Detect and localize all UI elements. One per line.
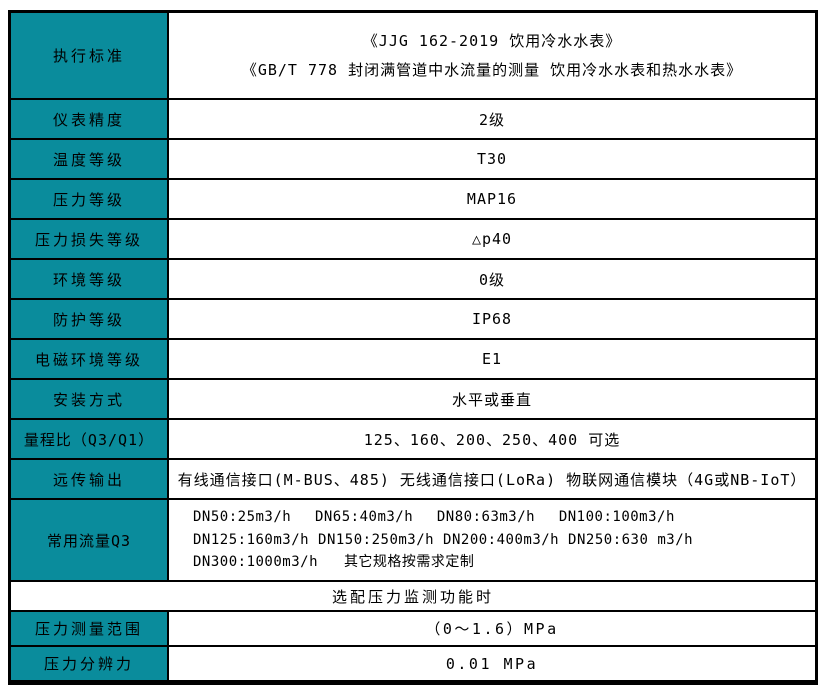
row-common-flow-q3: 常用流量Q3 DN50:25m3/h DN65:40m3/h DN80:63m3… xyxy=(11,498,815,580)
standard-line-1: 《JJG 162-2019 饮用冷水水表》 xyxy=(362,32,622,50)
flow-line-1: DN50:25m3/h DN65:40m3/h DN80:63m3/h DN10… xyxy=(193,506,675,528)
value-pressure-resolution: 0.01 MPa xyxy=(445,654,539,673)
flow-dn150: DN150:250m3/h xyxy=(318,531,435,548)
value-installation: 水平或垂直 xyxy=(451,390,532,409)
row-meter-accuracy: 仪表精度 2级 xyxy=(11,98,815,138)
label-execution-standard: 执行标准 xyxy=(11,13,169,98)
row-execution-standard: 执行标准 《JJG 162-2019 饮用冷水水表》 《GB/T 778 封闭满… xyxy=(11,13,815,98)
row-remote-output: 远传输出 有线通信接口(M-BUS、485) 无线通信接口(LoRa) 物联网通… xyxy=(11,458,815,498)
row-installation: 安装方式 水平或垂直 xyxy=(11,378,815,418)
label-protection-class: 防护等级 xyxy=(11,300,169,338)
value-pressure-class: MAP16 xyxy=(466,190,518,208)
value-protection-class: IP68 xyxy=(471,310,513,328)
value-environment-class: 0级 xyxy=(478,270,506,289)
row-protection-class: 防护等级 IP68 xyxy=(11,298,815,338)
row-turndown-ratio: 量程比（Q3/Q1） 125、160、200、250、400 可选 xyxy=(11,418,815,458)
row-emc-class: 电磁环境等级 E1 xyxy=(11,338,815,378)
section-optional-pressure-monitoring: 选配压力监测功能时 xyxy=(11,580,815,610)
value-execution-standard: 《JJG 162-2019 饮用冷水水表》 《GB/T 778 封闭满管道中水流… xyxy=(169,13,815,98)
label-installation: 安装方式 xyxy=(11,380,169,418)
value-temperature-class: T30 xyxy=(476,150,508,168)
flow-dn125: DN125:160m3/h xyxy=(193,531,310,548)
label-pressure-loss-class: 压力损失等级 xyxy=(11,220,169,258)
label-temperature-class: 温度等级 xyxy=(11,140,169,178)
flow-dn200: DN200:400m3/h xyxy=(443,531,560,548)
row-pressure-loss-class: 压力损失等级 △p40 xyxy=(11,218,815,258)
value-pressure-loss-class: △p40 xyxy=(471,230,513,248)
label-pressure-measuring-range: 压力测量范围 xyxy=(11,612,169,645)
label-environment-class: 环境等级 xyxy=(11,260,169,298)
label-remote-output: 远传输出 xyxy=(11,460,169,498)
flow-dn80: DN80:63m3/h xyxy=(436,509,536,526)
row-environment-class: 环境等级 0级 xyxy=(11,258,815,298)
row-temperature-class: 温度等级 T30 xyxy=(11,138,815,178)
row-pressure-resolution: 压力分辨力 0.01 MPa xyxy=(11,645,815,680)
value-remote-output: 有线通信接口(M-BUS、485) 无线通信接口(LoRa) 物联网通信模块（4… xyxy=(177,470,807,489)
label-emc-class: 电磁环境等级 xyxy=(11,340,169,378)
row-pressure-measuring-range: 压力测量范围 （0～1.6）MPa xyxy=(11,610,815,645)
value-meter-accuracy: 2级 xyxy=(478,110,506,129)
label-pressure-resolution: 压力分辨力 xyxy=(11,647,169,680)
standard-line-2: 《GB/T 778 封闭满管道中水流量的测量 饮用冷水水表和热水水表》 xyxy=(241,60,743,79)
value-pressure-measuring-range: （0～1.6）MPa xyxy=(425,620,559,638)
flow-line-2: DN125:160m3/h DN150:250m3/h DN200:400m3/… xyxy=(193,529,693,551)
row-pressure-class: 压力等级 MAP16 xyxy=(11,178,815,218)
label-turndown-ratio: 量程比（Q3/Q1） xyxy=(11,420,169,458)
spec-table: 执行标准 《JJG 162-2019 饮用冷水水表》 《GB/T 778 封闭满… xyxy=(8,10,818,685)
flow-dn65: DN65:40m3/h xyxy=(314,509,414,526)
flow-dn100: DN100:100m3/h xyxy=(558,509,675,526)
flow-dn50: DN50:25m3/h xyxy=(193,509,292,526)
value-turndown-ratio: 125、160、200、250、400 可选 xyxy=(363,430,621,449)
label-common-flow-q3: 常用流量Q3 xyxy=(11,500,169,580)
value-emc-class: E1 xyxy=(481,350,503,368)
label-pressure-class: 压力等级 xyxy=(11,180,169,218)
label-meter-accuracy: 仪表精度 xyxy=(11,100,169,138)
flow-dn300: DN300:1000m3/h xyxy=(193,554,319,571)
flow-line-3: DN300:1000m3/h 其它规格按需求定制 xyxy=(193,551,474,573)
flow-custom-note: 其它规格按需求定制 xyxy=(343,554,475,571)
value-common-flow-q3: DN50:25m3/h DN65:40m3/h DN80:63m3/h DN10… xyxy=(169,500,815,580)
flow-dn250: DN250:630 m3/h xyxy=(568,531,694,548)
